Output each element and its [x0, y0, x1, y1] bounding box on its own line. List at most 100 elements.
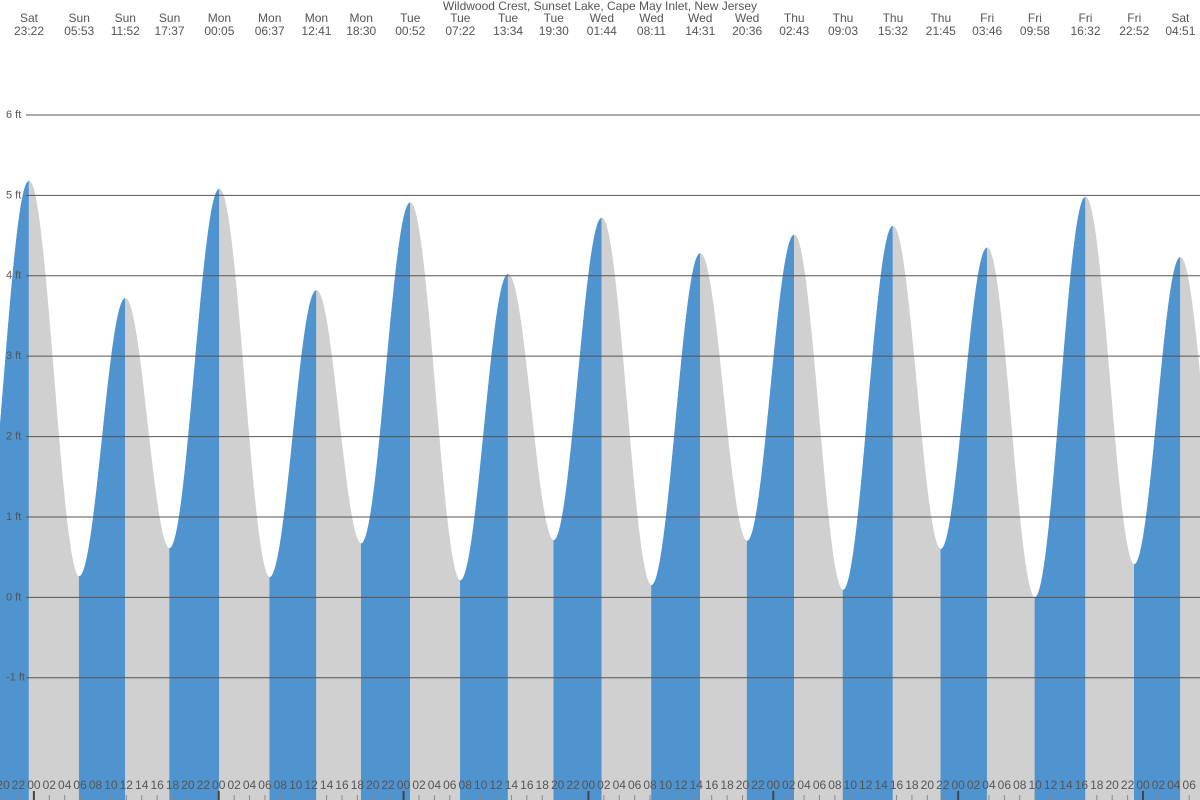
extreme-time: 15:32 — [878, 24, 908, 38]
x-tick-label: 08 — [274, 778, 288, 792]
extreme-time: 09:58 — [1020, 24, 1050, 38]
x-tick-label: 18 — [351, 778, 365, 792]
extreme-time: 06:37 — [255, 24, 285, 38]
x-tick-label: 22 — [12, 778, 26, 792]
extreme-day: Wed — [688, 11, 712, 25]
tide-segment — [169, 188, 220, 800]
x-tick-label: 14 — [874, 778, 888, 792]
tide-segment — [1034, 196, 1086, 800]
x-tick-label: 02 — [43, 778, 57, 792]
x-tick-label: 10 — [844, 778, 858, 792]
tide-segment — [316, 289, 362, 800]
x-tick-label: 18 — [536, 778, 550, 792]
extreme-day: Wed — [590, 11, 614, 25]
x-tick-label: 04 — [428, 778, 442, 792]
y-tick-label: 2 ft — [6, 430, 21, 442]
x-tick-label: 12 — [304, 778, 318, 792]
tide-segment — [651, 252, 701, 800]
tide-segment — [700, 252, 748, 800]
extreme-day: Thu — [833, 11, 854, 25]
x-tick-label: 04 — [58, 778, 72, 792]
tide-areas — [0, 180, 1200, 800]
extreme-time: 17:37 — [155, 24, 185, 38]
x-tick-label: 14 — [690, 778, 704, 792]
x-tick-label: 22 — [751, 778, 765, 792]
x-tick-label: 16 — [1075, 778, 1089, 792]
x-tick-label: 00 — [27, 778, 41, 792]
tide-segment — [28, 180, 80, 800]
x-tick-label: 16 — [150, 778, 164, 792]
grid — [2, 114, 1200, 800]
y-tick-label: 0 ft — [6, 591, 21, 603]
x-tick-label: 06 — [73, 778, 87, 792]
tide-segment — [601, 217, 652, 800]
extreme-day: Mon — [305, 11, 328, 25]
x-tick-label: 02 — [597, 778, 611, 792]
y-tick-label: -1 ft — [6, 672, 25, 684]
extreme-day: Mon — [208, 11, 231, 25]
extreme-day: Sat — [20, 11, 39, 25]
x-tick-label: 04 — [613, 778, 627, 792]
extreme-time: 18:30 — [346, 24, 376, 38]
tide-segment — [125, 297, 170, 800]
extreme-day: Sun — [115, 11, 136, 25]
x-tick-label: 00 — [582, 778, 596, 792]
y-tick-label: 4 ft — [6, 270, 21, 282]
extreme-day: Fri — [980, 11, 994, 25]
x-tick-label: 22 — [566, 778, 580, 792]
tide-segment — [553, 217, 603, 800]
x-tick-label: 12 — [1044, 778, 1058, 792]
x-tick-label: 10 — [1028, 778, 1042, 792]
x-tick-label: 16 — [705, 778, 719, 792]
x-tick-label: 18 — [720, 778, 734, 792]
extreme-time: 23:22 — [14, 24, 44, 38]
x-tick-label: 12 — [859, 778, 873, 792]
extreme-day: Fri — [1028, 11, 1042, 25]
x-tick-label: 02 — [1152, 778, 1166, 792]
extreme-day: Fri — [1078, 11, 1092, 25]
tide-segment — [1134, 256, 1181, 800]
x-tick-label: 08 — [1013, 778, 1027, 792]
x-tick-label: 14 — [135, 778, 149, 792]
tide-segment — [1085, 196, 1135, 800]
extreme-time: 04:51 — [1165, 24, 1195, 38]
extreme-time: 11:52 — [111, 24, 140, 38]
y-tick-label: 5 ft — [6, 189, 21, 201]
x-tick-label: 06 — [258, 778, 272, 792]
x-tick-label: 06 — [998, 778, 1012, 792]
x-tick-label: 22 — [197, 778, 211, 792]
x-tick-label: 06 — [443, 778, 457, 792]
tide-segment — [1180, 256, 1200, 800]
x-tick-label: 08 — [828, 778, 842, 792]
extreme-day: Sat — [1171, 11, 1190, 25]
x-tick-label: 00 — [1136, 778, 1150, 792]
x-tick-label: 10 — [289, 778, 303, 792]
tide-segment — [460, 273, 509, 800]
y-tick-label: 3 ft — [6, 350, 21, 362]
extreme-day: Sun — [69, 11, 90, 25]
tide-segment — [892, 225, 942, 800]
extreme-day: Thu — [930, 11, 951, 25]
extreme-day: Tue — [498, 11, 519, 25]
x-tick-label: 02 — [782, 778, 796, 792]
x-tick-label: 12 — [489, 778, 503, 792]
x-tick-label: 02 — [412, 778, 426, 792]
x-tick-label: 04 — [243, 778, 257, 792]
x-tick-label: 20 — [366, 778, 380, 792]
tide-segment — [269, 289, 317, 800]
extreme-day: Sun — [159, 11, 180, 25]
extreme-time: 22:52 — [1119, 24, 1149, 38]
x-tick-label: 14 — [320, 778, 334, 792]
x-tick-label: 06 — [1183, 778, 1197, 792]
extreme-time: 07:22 — [445, 24, 475, 38]
x-tick-label: 18 — [166, 778, 180, 792]
extreme-time: 21:45 — [926, 24, 956, 38]
x-tick-label: 22 — [1121, 778, 1135, 792]
x-tick-label: 12 — [674, 778, 688, 792]
extreme-time: 02:43 — [779, 24, 809, 38]
x-tick-label: 14 — [1059, 778, 1073, 792]
tide-segment — [219, 188, 270, 800]
x-tick-label: 10 — [659, 778, 673, 792]
extreme-day: Thu — [784, 11, 805, 25]
